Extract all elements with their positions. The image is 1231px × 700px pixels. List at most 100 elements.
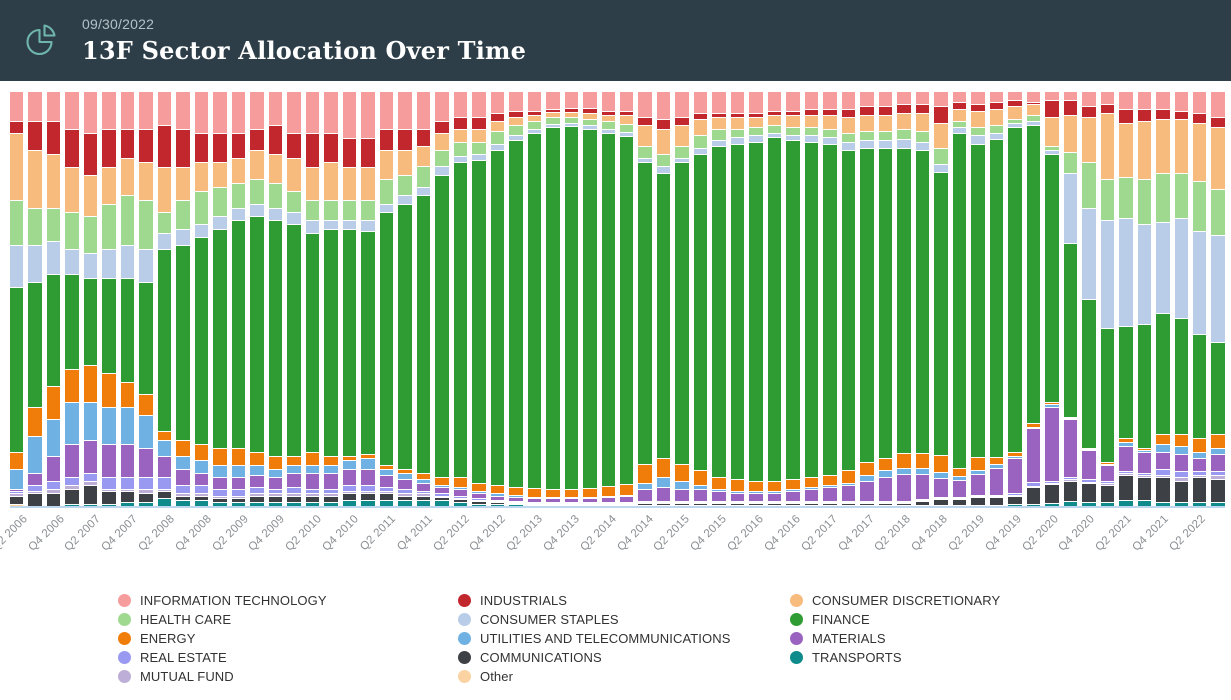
bar-segment[interactable] <box>305 232 320 453</box>
bar-segment[interactable] <box>231 464 246 477</box>
bar-segment[interactable] <box>416 495 431 500</box>
bar-segment[interactable] <box>324 456 338 465</box>
bar-segment[interactable] <box>1026 428 1041 483</box>
bar-segment[interactable] <box>361 166 375 200</box>
bar-segment[interactable] <box>194 495 209 500</box>
bar-segment[interactable] <box>730 137 745 144</box>
bar-segment[interactable] <box>83 92 98 134</box>
bar-segment[interactable] <box>860 501 874 503</box>
bar-segment[interactable] <box>546 503 560 505</box>
bar-segment[interactable] <box>398 174 412 196</box>
bar-segment[interactable] <box>952 504 967 506</box>
bar-segment[interactable] <box>1137 452 1152 473</box>
bar-segment[interactable] <box>915 498 930 500</box>
bar-segment[interactable] <box>287 501 301 506</box>
bar-segment[interactable] <box>1063 172 1078 244</box>
bar-segment[interactable] <box>379 149 394 179</box>
bar-segment[interactable] <box>860 503 874 506</box>
bar-segment[interactable] <box>749 141 763 481</box>
legend-item[interactable]: HEALTH CARE <box>118 610 458 629</box>
bar-segment[interactable] <box>324 228 338 457</box>
bar-segment[interactable] <box>194 460 209 473</box>
bar-segment[interactable] <box>638 482 652 489</box>
bar-segment[interactable] <box>1045 154 1059 403</box>
bar-segment[interactable] <box>342 468 357 486</box>
bar-segment[interactable] <box>379 474 394 488</box>
bar-segment[interactable] <box>989 495 1004 497</box>
bar-segment[interactable] <box>564 488 579 497</box>
bar-segment[interactable] <box>712 129 726 140</box>
stacked-bar[interactable] <box>139 92 153 506</box>
bar-segment[interactable] <box>546 111 560 117</box>
bar-segment[interactable] <box>1119 437 1133 442</box>
stacked-bar[interactable] <box>989 92 1004 506</box>
bar-segment[interactable] <box>416 166 431 188</box>
stacked-bar[interactable] <box>934 92 948 506</box>
bar-segment[interactable] <box>878 139 893 148</box>
bar-segment[interactable] <box>65 485 79 490</box>
bar-segment[interactable] <box>472 503 486 506</box>
bar-segment[interactable] <box>120 406 135 444</box>
bar-segment[interactable] <box>361 485 375 492</box>
bar-segment[interactable] <box>1026 486 1041 488</box>
bar-segment[interactable] <box>194 443 209 461</box>
bar-segment[interactable] <box>1193 180 1207 231</box>
bar-segment[interactable] <box>1082 448 1096 450</box>
bar-segment[interactable] <box>878 131 893 140</box>
bar-segment[interactable] <box>194 236 209 444</box>
bar-segment[interactable] <box>324 501 338 506</box>
bar-segment[interactable] <box>287 191 301 213</box>
bar-segment[interactable] <box>176 92 190 130</box>
bar-segment[interactable] <box>1082 481 1096 484</box>
bar-segment[interactable] <box>730 143 745 479</box>
bar-segment[interactable] <box>509 125 523 136</box>
bar-segment[interactable] <box>472 500 486 504</box>
bar-segment[interactable] <box>564 126 579 489</box>
bar-segment[interactable] <box>638 162 652 465</box>
stacked-bar[interactable] <box>971 92 985 506</box>
bar-segment[interactable] <box>102 278 116 374</box>
bar-segment[interactable] <box>83 481 98 486</box>
bar-segment[interactable] <box>1174 481 1188 502</box>
bar-segment[interactable] <box>157 249 172 432</box>
bar-segment[interactable] <box>1137 120 1152 179</box>
bar-segment[interactable] <box>1174 470 1188 477</box>
bar-segment[interactable] <box>693 154 708 471</box>
bar-segment[interactable] <box>250 474 264 488</box>
bar-segment[interactable] <box>1211 474 1225 479</box>
bar-segment[interactable] <box>268 456 283 469</box>
bar-segment[interactable] <box>194 499 209 506</box>
bar-segment[interactable] <box>804 486 819 489</box>
bar-segment[interactable] <box>1174 501 1188 506</box>
bar-segment[interactable] <box>952 120 967 128</box>
bar-segment[interactable] <box>416 479 431 484</box>
bar-segment[interactable] <box>361 493 375 500</box>
bar-segment[interactable] <box>767 110 782 115</box>
bar-segment[interactable] <box>509 500 523 502</box>
bar-segment[interactable] <box>841 108 856 117</box>
bar-segment[interactable] <box>878 505 893 507</box>
bar-segment[interactable] <box>804 92 819 109</box>
bar-segment[interactable] <box>693 147 708 154</box>
bar-segment[interactable] <box>120 129 135 159</box>
bar-segment[interactable] <box>509 501 523 503</box>
stacked-bar[interactable] <box>1063 92 1078 506</box>
bar-segment[interactable] <box>1045 116 1059 146</box>
bar-segment[interactable] <box>1156 222 1170 314</box>
bar-segment[interactable] <box>1100 481 1115 484</box>
bar-segment[interactable] <box>564 502 579 503</box>
bar-segment[interactable] <box>934 106 948 123</box>
stacked-bar[interactable] <box>46 92 61 506</box>
bar-segment[interactable] <box>305 472 320 490</box>
bar-segment[interactable] <box>268 495 283 502</box>
bar-segment[interactable] <box>46 456 61 482</box>
bar-segment[interactable] <box>1082 92 1096 107</box>
bar-segment[interactable] <box>102 203 116 250</box>
bar-segment[interactable] <box>860 147 874 463</box>
bar-segment[interactable] <box>102 503 116 506</box>
bar-segment[interactable] <box>1119 325 1133 438</box>
bar-segment[interactable] <box>379 493 394 500</box>
bar-segment[interactable] <box>934 455 948 472</box>
bar-segment[interactable] <box>213 495 227 498</box>
bar-segment[interactable] <box>878 457 893 471</box>
